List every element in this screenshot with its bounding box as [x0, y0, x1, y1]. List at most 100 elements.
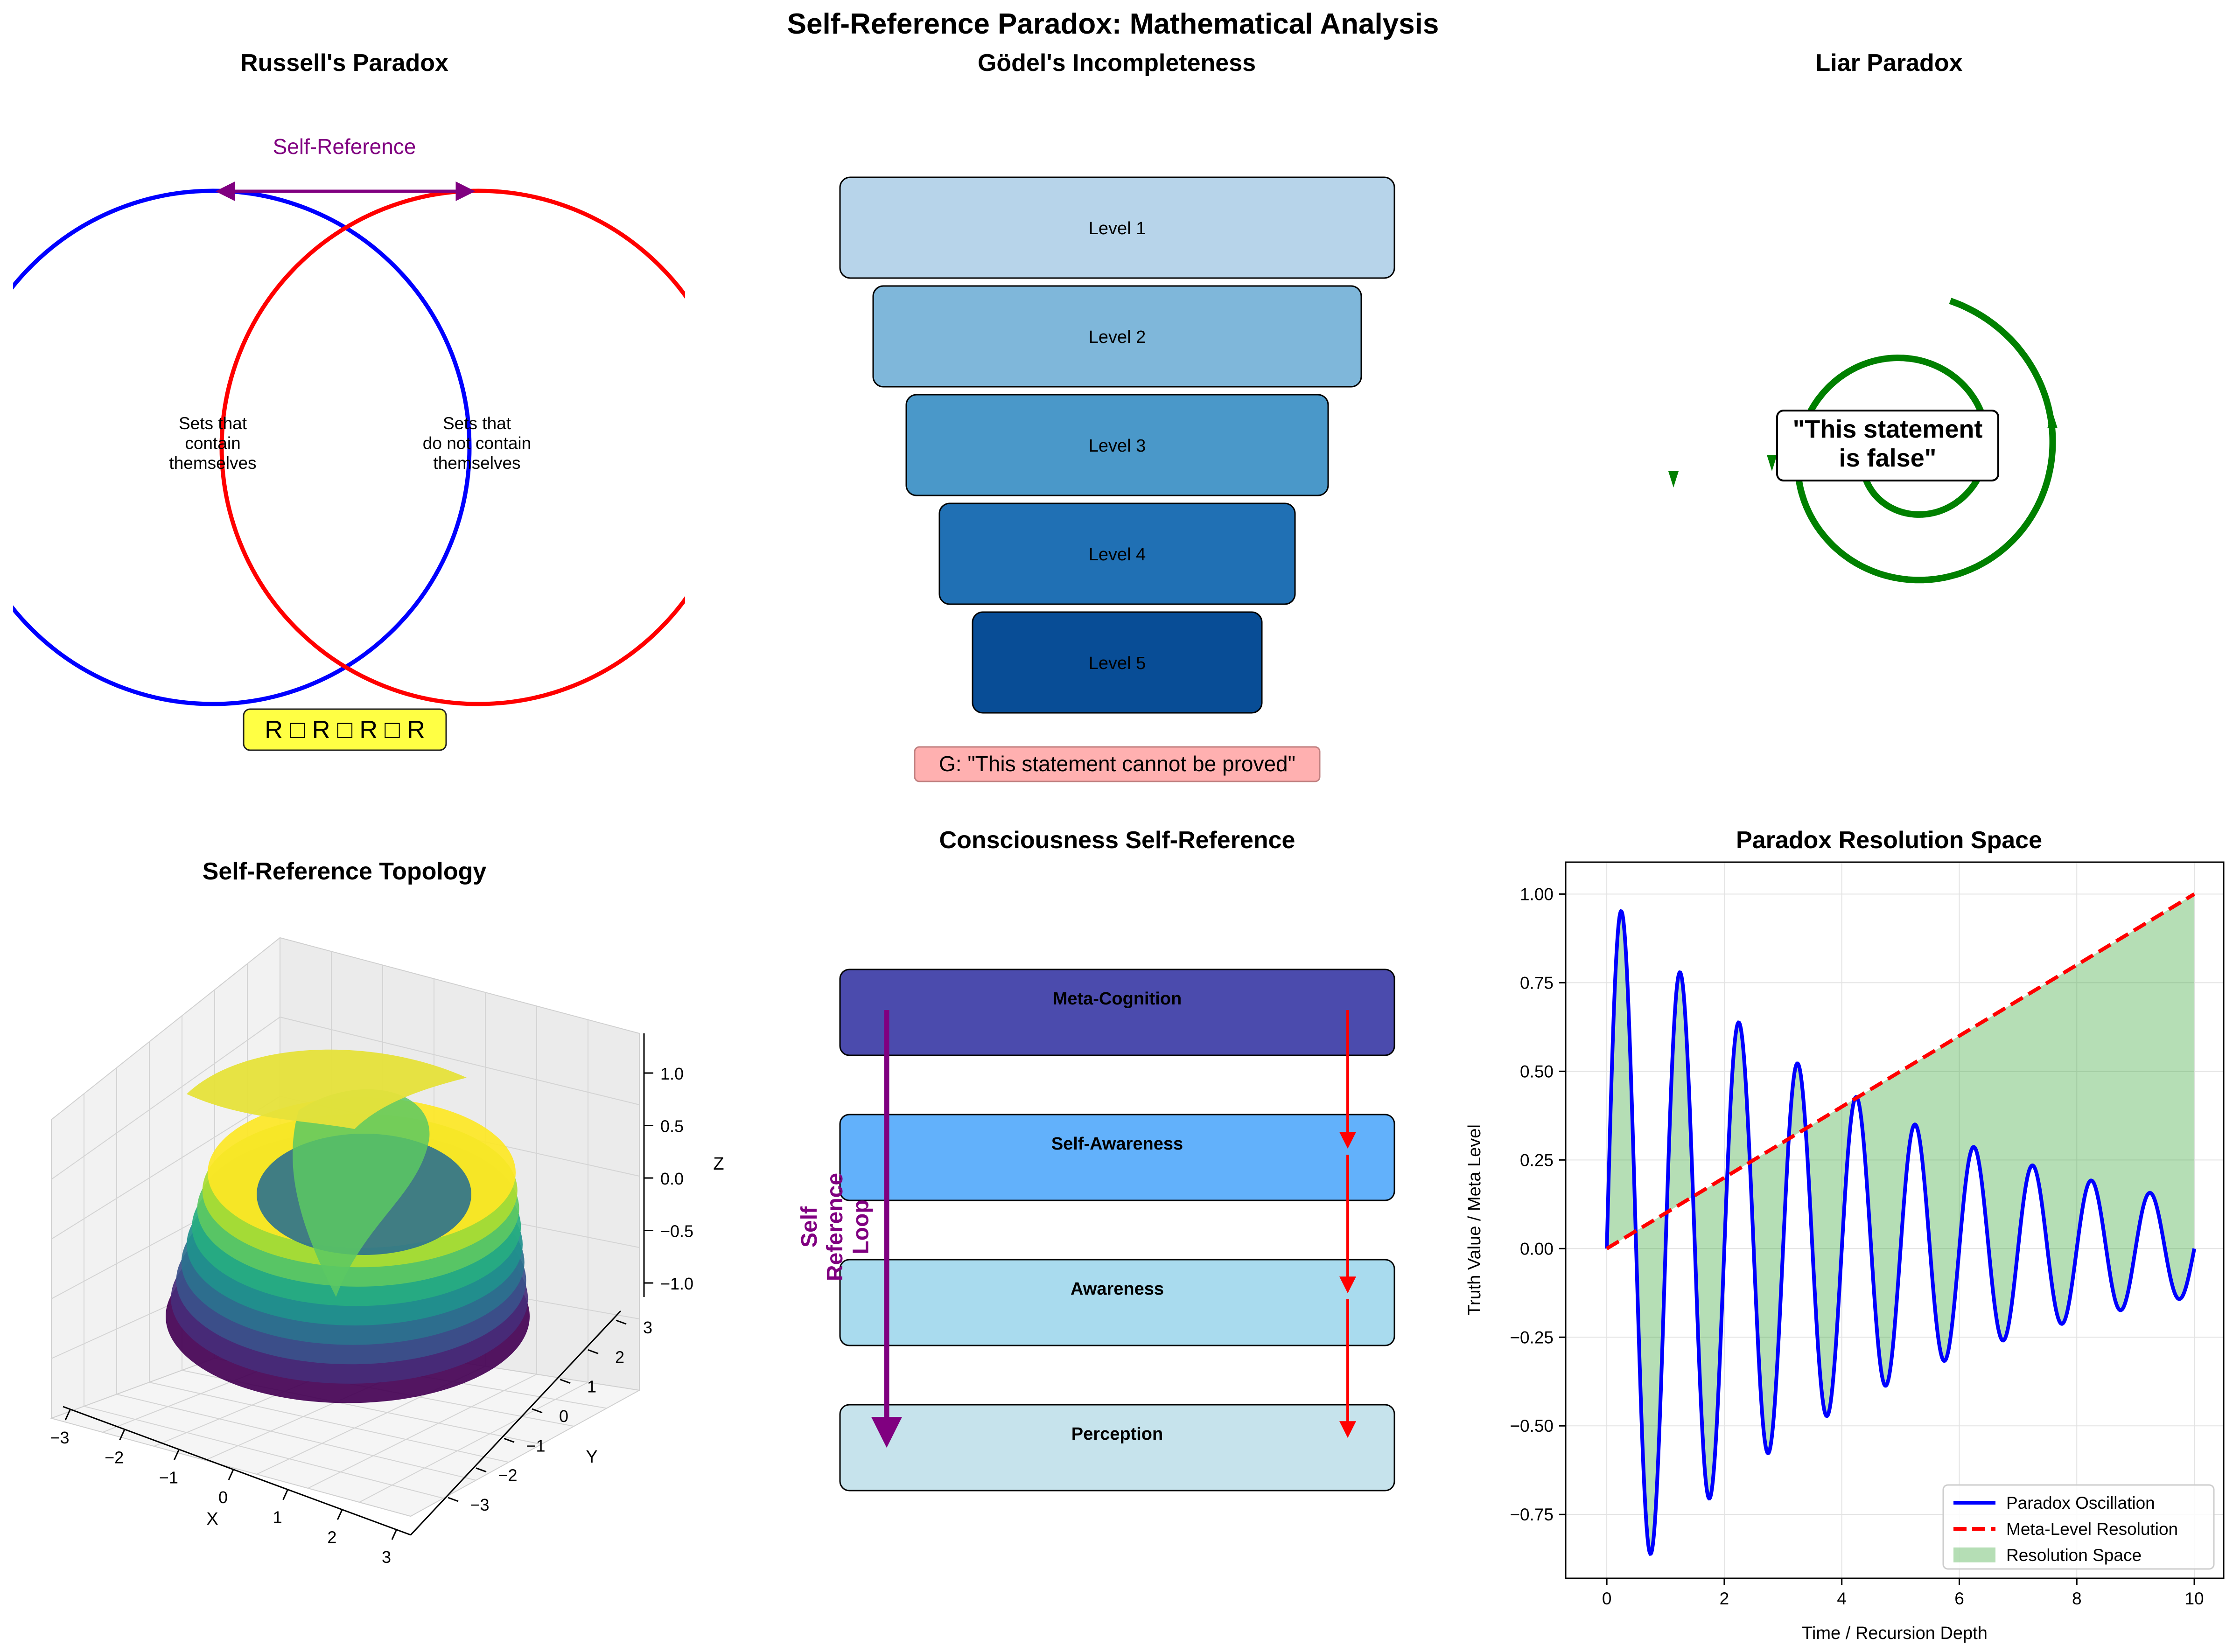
godel-statement: G: "This statement cannot be proved"	[939, 752, 1295, 776]
consciousness-layers: Meta-Cognition Self-Awareness Awareness Per…	[839, 969, 1395, 1492]
y-tick-label: −0.25	[1510, 1328, 1554, 1347]
resolution-ticks: 0 2 4 6 8 10 −0.75 −0.50 −0.25 0.00 0.25 0.50 0.75 1.…	[1510, 885, 2204, 1608]
liar-arrow-left	[1668, 471, 1679, 488]
z-tick-label: −0.5	[660, 1222, 693, 1241]
consciousness-layer-label: Self-Awareness	[1051, 1134, 1183, 1154]
legend-frame	[1942, 1484, 2215, 1570]
godel-title: Gödel's Incompleteness	[978, 49, 1256, 77]
y-axis-line	[410, 1310, 622, 1536]
x-tick-label: −2	[105, 1448, 124, 1467]
x-axis-line	[63, 1406, 411, 1536]
contain-set-circle	[13, 188, 472, 706]
godel-level-box	[839, 176, 1395, 279]
x-tick-label: 2	[1720, 1589, 1729, 1608]
godel-levels: Level 1 Level 2 Level 3 Level 4 Level 5	[839, 176, 1395, 714]
resolution-title: Paradox Resolution Space	[1736, 827, 2042, 854]
consciousness-layer-box	[839, 1404, 1395, 1492]
consciousness-layer-box	[839, 1259, 1395, 1346]
legend-label: Resolution Space	[2006, 1546, 2142, 1565]
topology-title: Self-Reference Topology	[203, 858, 487, 885]
self-reference-label: Self-Reference	[273, 134, 416, 159]
y-tick-mark	[476, 1467, 487, 1473]
liar-panel: Liar Paradox "This statement is false"	[1668, 49, 2058, 584]
z-tick-label: 1.0	[660, 1064, 684, 1083]
godel-level-label: Level 2	[1089, 328, 1146, 347]
x-tick-label: 2	[327, 1527, 336, 1547]
not-contain-set-circle	[219, 188, 685, 706]
y-tick-mark	[448, 1497, 459, 1502]
y-tick-label: 0.00	[1520, 1239, 1554, 1258]
godel-level-label: Level 5	[1089, 654, 1146, 673]
x-tick-mark	[119, 1429, 126, 1441]
y-tick-label: 3	[643, 1318, 652, 1337]
liar-statement-box	[1776, 410, 1999, 481]
godel-level-box	[938, 502, 1296, 605]
resolution-ylabel: Truth Value / Meta Level	[1465, 1124, 1484, 1316]
godel-statement-box	[914, 746, 1321, 782]
legend-label: Meta-Level Resolution	[2006, 1520, 2178, 1539]
topology-zlabel: Z	[713, 1154, 724, 1174]
godel-level-label: Level 4	[1089, 545, 1146, 565]
consciousness-layer-box	[839, 1114, 1395, 1201]
x-tick-label: 0	[1602, 1589, 1612, 1608]
x-tick-label: 10	[2184, 1589, 2204, 1608]
x-tick-mark	[336, 1509, 343, 1520]
x-tick-mark	[173, 1449, 180, 1460]
x-tick-mark	[64, 1409, 71, 1421]
consciousness-layer-box	[839, 969, 1395, 1056]
meta-level-resolution-line	[1606, 892, 2196, 1250]
x-tick-label: −1	[159, 1468, 178, 1487]
topology-surface	[166, 1049, 530, 1403]
x-tick-mark	[228, 1469, 234, 1480]
russell-panel: Russell's Paradox Self-Reference Sets th…	[13, 49, 685, 751]
liar-title: Liar Paradox	[1815, 49, 1962, 77]
y-tick-mark	[532, 1408, 543, 1414]
resolution-legend: Paradox Oscillation Meta-Level Resolution…	[1942, 1484, 2215, 1570]
consciousness-layer-label: Meta-Cognition	[1053, 989, 1182, 1009]
x-tick-label: 3	[382, 1547, 391, 1567]
y-tick-label: 0.25	[1520, 1150, 1554, 1170]
x-tick-label: 4	[1837, 1589, 1847, 1608]
y-tick-mark	[504, 1437, 515, 1443]
russell-title: Russell's Paradox	[240, 49, 448, 77]
formula-box	[243, 708, 447, 751]
x-tick-label: 8	[2072, 1589, 2082, 1608]
x-tick-label: −3	[50, 1428, 69, 1447]
consciousness-panel: Consciousness Self-Reference Meta-Cognit…	[797, 827, 1395, 1492]
consciousness-title: Consciousness Self-Reference	[939, 827, 1295, 854]
self-reference-loop-label: SelfReferenceLoop	[797, 1173, 873, 1281]
x-tick-label: 0	[218, 1488, 228, 1507]
surface-fold	[293, 1089, 430, 1297]
figure-suptitle: Self-Reference Paradox: Mathematical Ana…	[787, 8, 1439, 40]
y-tick-label: 0.75	[1520, 973, 1554, 992]
godel-level-box	[872, 285, 1362, 388]
y-tick-label: −2	[498, 1466, 517, 1485]
surface-top-ridge	[187, 1049, 467, 1129]
russell-formula: R □ R □ R □ R	[265, 716, 425, 744]
y-tick-mark	[588, 1349, 599, 1354]
paradox-oscillation-line	[1605, 909, 2197, 1556]
y-tick-label: −3	[470, 1495, 489, 1514]
godel-level-box	[905, 394, 1329, 496]
x-tick-mark	[282, 1489, 289, 1500]
resolution-axes-frame	[1565, 861, 2225, 1579]
not-contain-set-label: Sets that do not contain themselves	[423, 414, 531, 473]
legend-label: Paradox Oscillation	[2006, 1493, 2155, 1513]
y-tick-label: 2	[615, 1347, 624, 1366]
y-tick-label: −0.75	[1510, 1505, 1554, 1524]
y-tick-label: 0	[559, 1407, 568, 1426]
topology-xlabel: X	[206, 1509, 218, 1529]
consciousness-layer-label: Awareness	[1071, 1279, 1164, 1299]
liar-arrow-inner	[1767, 455, 1777, 471]
resolution-panel: Paradox Resolution Space 0 2 4 6 8 10 −0.75 −0.…	[1465, 827, 2225, 1643]
z-tick-label: 0.5	[660, 1117, 684, 1136]
liar-arrow-right	[2047, 412, 2058, 428]
contain-set-label: Sets that contain themselves	[169, 414, 256, 473]
y-tick-label: 1	[587, 1377, 596, 1396]
godel-level-label: Level 1	[1089, 219, 1146, 238]
y-tick-mark	[560, 1379, 571, 1384]
y-tick-label: 0.50	[1520, 1062, 1554, 1081]
godel-level-box	[972, 611, 1263, 714]
